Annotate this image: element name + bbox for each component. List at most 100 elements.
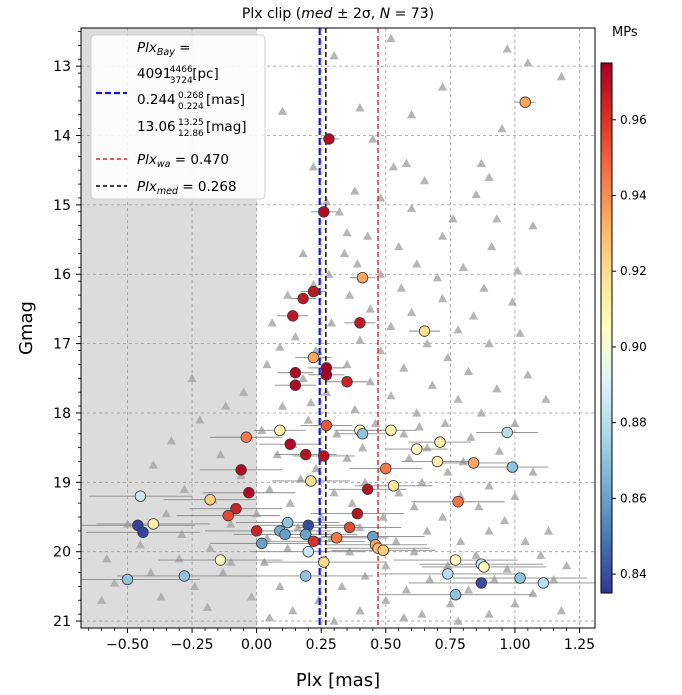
field-star [329,488,339,497]
field-star [567,28,577,29]
field-star [293,522,303,532]
field-star [283,290,293,299]
field-star [355,606,365,615]
field-star [484,172,494,181]
member-star [377,544,389,557]
member-star [354,317,366,329]
field-star [166,436,177,445]
field-star [443,352,453,362]
member-star [356,272,369,284]
field-star [324,269,334,278]
field-star [311,463,321,473]
field-star [417,477,427,487]
legend-box [90,34,266,200]
field-star [357,443,368,452]
field-star [391,536,401,545]
colorbar-tick-label: 0.86 [620,491,647,505]
member-star [442,568,454,580]
member-star [297,292,309,305]
y-tick-label: 21 [53,614,71,630]
member-star [452,496,464,508]
field-star [308,280,319,289]
field-star [218,567,228,577]
member-star [289,379,302,391]
legend-bay-line-2: 4091 [137,66,171,82]
field-star [543,526,554,535]
colorbar-tick-label: 0.96 [620,113,647,127]
x-tick-label: 0.50 [370,637,401,653]
field-star [288,606,298,615]
member-star [385,424,397,437]
field-star [497,123,507,133]
grid-layer [81,28,595,628]
field-star [378,512,388,521]
field-star [401,585,412,594]
field-star [438,82,448,91]
field-star [443,467,453,476]
colorbar-tick-label: 0.90 [620,340,647,354]
field-star [422,526,432,535]
member-star [449,589,462,601]
member-star [341,376,353,388]
field-star [388,162,399,171]
member-star [475,577,488,589]
member-star [537,577,550,589]
field-star [190,581,200,591]
field-star [417,609,427,618]
field-star [453,394,463,403]
field-star [549,574,559,584]
field-star [352,259,362,268]
field-star [520,536,530,545]
member-star [320,419,333,432]
field-star [298,373,308,382]
x-tick-label: −0.25 [171,637,214,653]
field-star [476,158,486,167]
member-star [467,457,480,469]
member-star [222,509,234,522]
member-star [307,351,320,364]
field-star [512,266,523,275]
field-star [386,33,396,43]
field-star [345,290,355,299]
x-tick-label: 1.00 [499,637,530,653]
field-star [283,543,293,552]
field-star [440,418,450,428]
field-star [365,377,375,386]
field-star [246,592,257,601]
member-star [434,436,446,448]
field-star [479,283,489,292]
colorbar-label: MPs [612,25,638,40]
field-star [345,547,355,556]
member-star [274,424,286,437]
field-star [404,453,414,462]
field-star [109,578,120,587]
field-star [469,311,479,320]
field-star [407,307,417,317]
member-star [320,369,333,381]
field-star [257,425,267,434]
field-star [381,560,391,570]
field-star [427,380,437,389]
x-tick-label: −0.50 [106,637,149,653]
field-star [445,599,455,608]
member-star [279,528,291,541]
field-star [412,408,422,417]
member-star [305,475,317,487]
field-star [466,432,476,441]
field-star [202,602,213,611]
field-star [438,293,448,303]
field-star [363,231,373,240]
x-tick-label: 0.75 [435,637,466,653]
field-star [492,214,502,223]
member-star [418,325,431,337]
field-star [407,203,417,213]
field-star [365,304,375,313]
y-tick-label: 15 [53,198,71,214]
field-star [409,547,419,556]
vlines-layer [318,28,379,628]
legend-bay-sub: 12.86 [178,129,204,139]
member-star [121,573,134,586]
colorbar-tick-label: 0.84 [620,567,647,581]
field-star [422,339,432,348]
legend-bay-unit: [mas] [206,92,245,108]
